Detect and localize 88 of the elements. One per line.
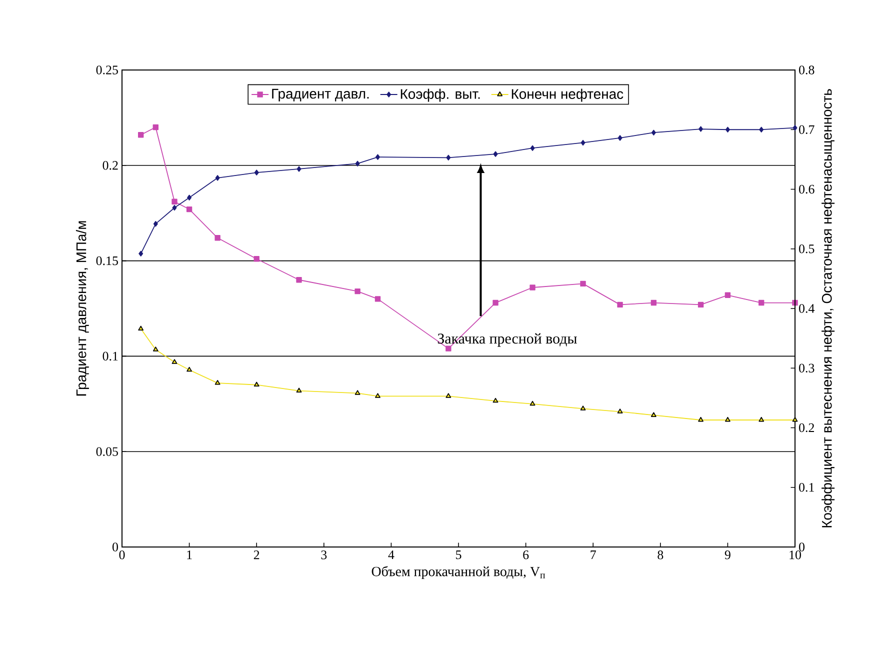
- y2-tick-label: 0.4: [799, 304, 815, 313]
- point: [758, 416, 764, 422]
- point: [152, 346, 158, 352]
- point: [152, 124, 158, 130]
- y2-tick-label: 0.2: [799, 423, 814, 432]
- point: [186, 206, 192, 212]
- point: [792, 416, 798, 422]
- x-tick-label: 3: [321, 550, 327, 560]
- point: [725, 416, 730, 422]
- y2-tick-label: 0.3: [799, 364, 814, 373]
- x-tick-label: 6: [523, 550, 529, 560]
- point: [254, 382, 260, 387]
- y-tick-label: 0.05: [96, 447, 118, 456]
- point: [493, 151, 498, 157]
- point: [375, 393, 380, 398]
- y2-tick-label: 0.1: [799, 482, 814, 492]
- point: [374, 296, 381, 302]
- x-tick-label: 10: [790, 550, 801, 560]
- point: [254, 170, 259, 176]
- point: [376, 154, 380, 160]
- point: [187, 194, 192, 200]
- point: [725, 126, 730, 132]
- point: [138, 132, 144, 138]
- point: [492, 398, 498, 403]
- point: [172, 198, 178, 204]
- point: [215, 175, 220, 181]
- x-tick-label: 7: [590, 550, 596, 559]
- point: [650, 300, 657, 306]
- y-tick-label: 0.2: [102, 161, 118, 170]
- y-tick-label: 0.1: [102, 352, 118, 361]
- point: [172, 204, 177, 211]
- point: [759, 126, 764, 132]
- point: [254, 256, 260, 262]
- point: [618, 135, 622, 141]
- x-tick-label: 4: [388, 550, 394, 560]
- point: [492, 300, 498, 306]
- point: [651, 130, 656, 136]
- point: [186, 366, 192, 372]
- y2-tick-label: 0.6: [799, 184, 814, 194]
- legend-label: Градиент давл.: [272, 88, 369, 102]
- y2-axis-title: Коэффициент вытеснения нефти, Остаточная нефтенасыщенность: [822, 89, 835, 528]
- point: [530, 284, 536, 290]
- point: [153, 220, 158, 227]
- x-tick-label: 2: [254, 550, 260, 560]
- y2-tick-label: 0: [799, 542, 805, 552]
- point: [758, 300, 764, 306]
- point: [580, 140, 586, 146]
- point: [214, 235, 220, 241]
- point: [530, 400, 536, 406]
- point: [792, 124, 798, 131]
- y2-tick-label: 0.7: [799, 125, 814, 134]
- point: [354, 390, 360, 395]
- point: [698, 126, 704, 132]
- point: [530, 145, 535, 151]
- point: [296, 277, 302, 283]
- point: [296, 166, 302, 172]
- point: [172, 359, 178, 364]
- point: [617, 408, 623, 414]
- point: [580, 280, 586, 287]
- point: [446, 154, 451, 160]
- y-axis-title: Градиент давления, МПа/м: [76, 221, 89, 396]
- x-tick-label: 0: [119, 550, 125, 560]
- point: [138, 326, 144, 331]
- y2-tick-label: 0.8: [799, 66, 814, 74]
- point: [617, 302, 623, 308]
- y-tick-label: 0.25: [96, 66, 118, 74]
- legend-label: Коэфф. выт.: [400, 88, 480, 102]
- point: [650, 412, 656, 417]
- point: [355, 160, 360, 166]
- x-tick-label: 8: [658, 550, 664, 560]
- y-tick-label: 0.15: [96, 256, 118, 266]
- point: [724, 292, 731, 298]
- point: [446, 346, 452, 352]
- y2-tick-label: 0.5: [799, 244, 814, 254]
- x-tick-label: 5: [456, 550, 462, 560]
- x-tick-label: 1: [187, 550, 192, 560]
- point: [580, 406, 586, 410]
- x-axis-title: Объем прокачанной воды, V$_{п}$: [372, 566, 546, 580]
- point: [214, 380, 220, 385]
- point: [354, 288, 360, 294]
- legend-label: Конечн нефтенас: [512, 88, 624, 102]
- point: [698, 302, 704, 308]
- point: [296, 388, 302, 393]
- point: [138, 250, 144, 256]
- x-tick-label: 9: [724, 550, 730, 560]
- y-tick-label: 0: [112, 542, 118, 552]
- point: [698, 416, 704, 422]
- point: [446, 393, 452, 398]
